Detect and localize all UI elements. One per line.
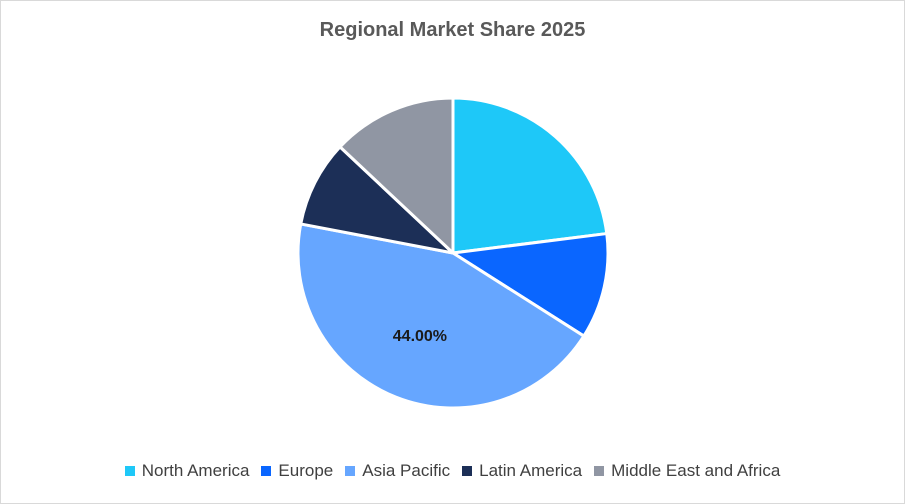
legend-swatch-north-america (124, 466, 135, 476)
legend-label-middle-east-and-africa: Middle East and Africa (611, 461, 781, 480)
legend-item-latin-america: Latin America (462, 461, 582, 481)
chart-title: Regional Market Share 2025 (319, 19, 586, 41)
legend-swatch-asia-pacific (345, 466, 356, 476)
legend-label-latin-america: Latin America (479, 461, 583, 480)
legend-label-asia-pacific: Asia Pacific (362, 461, 451, 480)
legend-swatch-europe (261, 466, 272, 476)
data-label-asia-pacific: 44.00% (393, 328, 447, 345)
legend-item-north-america: North America (124, 461, 250, 481)
pie-slice-north-america (451, 96, 609, 255)
pie-slice-latin-america (299, 145, 455, 255)
pie-chart: 44.00% (296, 96, 610, 410)
legend-swatch-middle-east-and-africa (594, 466, 605, 476)
pie-slice-middle-east-and-africa (338, 96, 455, 255)
pie-slice-asia-pacific (296, 222, 586, 410)
legend-label-europe: Europe (278, 461, 334, 480)
legend-item-europe: Europe (261, 461, 333, 481)
legend-item-middle-east-and-africa: Middle East and Africa (594, 461, 780, 481)
pie-slice-europe (451, 232, 610, 338)
legend: North America Europe Asia Pacific Latin Ame… (1, 461, 904, 481)
legend-label-north-america: North America (141, 461, 250, 480)
legend-item-asia-pacific: Asia Pacific (345, 461, 450, 481)
legend-swatch-latin-america (462, 466, 473, 476)
